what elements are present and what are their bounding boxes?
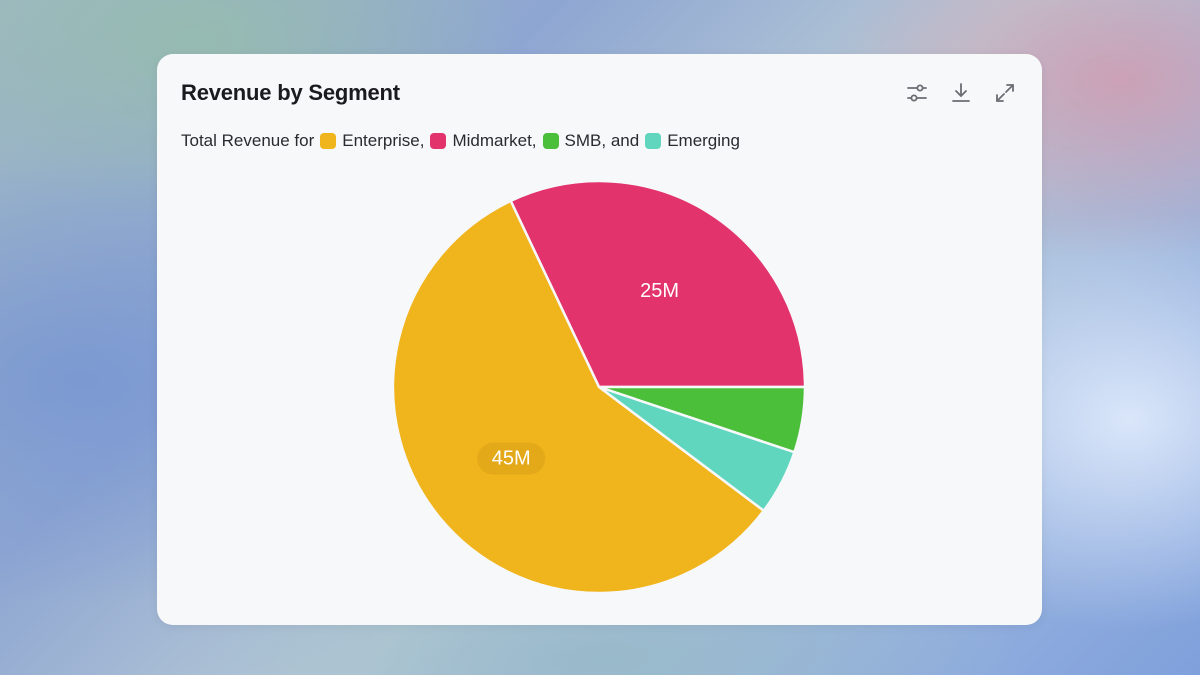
legend-label-enterprise: Enterprise, bbox=[342, 131, 425, 150]
legend-label-smb: SMB, and bbox=[564, 131, 640, 150]
legend-swatch-enterprise bbox=[320, 133, 337, 149]
legend-swatch-midmarket bbox=[430, 133, 447, 149]
chart-title: Revenue by Segment bbox=[181, 80, 400, 105]
chart-card: Revenue by Segment bbox=[157, 54, 1042, 625]
legend-swatch-smb bbox=[542, 133, 559, 149]
pie-chart: 25M 45M bbox=[391, 179, 807, 595]
legend-label-midmarket: Midmarket, bbox=[452, 131, 537, 150]
pie-slice-enterprise[interactable] bbox=[391, 199, 766, 595]
legend-label-emerging: Emerging bbox=[667, 131, 740, 150]
legend-swatch-emerging bbox=[645, 133, 662, 149]
subtitle-prefix: Total Revenue for bbox=[181, 131, 315, 150]
chart-subtitle: Total Revenue for Enterprise, Midmarket,… bbox=[181, 131, 740, 151]
data-label-enterprise: 45M bbox=[492, 448, 531, 470]
download-button[interactable] bbox=[946, 78, 976, 108]
sliders-icon bbox=[907, 84, 927, 102]
chart-toolbar bbox=[902, 78, 1020, 108]
legend-item-enterprise[interactable]: Enterprise, bbox=[320, 131, 424, 151]
legend-item-emerging[interactable]: Emerging bbox=[645, 131, 740, 151]
legend-item-smb[interactable]: SMB, and bbox=[542, 131, 640, 151]
data-label-midmarket: 25M bbox=[640, 280, 679, 302]
settings-button[interactable] bbox=[902, 78, 932, 108]
expand-icon bbox=[996, 84, 1014, 102]
pie-slice-midmarket[interactable] bbox=[509, 179, 807, 389]
expand-button[interactable] bbox=[990, 78, 1020, 108]
data-label-bg-enterprise bbox=[477, 442, 546, 475]
download-icon bbox=[952, 83, 970, 102]
legend-item-midmarket[interactable]: Midmarket, bbox=[430, 131, 537, 151]
